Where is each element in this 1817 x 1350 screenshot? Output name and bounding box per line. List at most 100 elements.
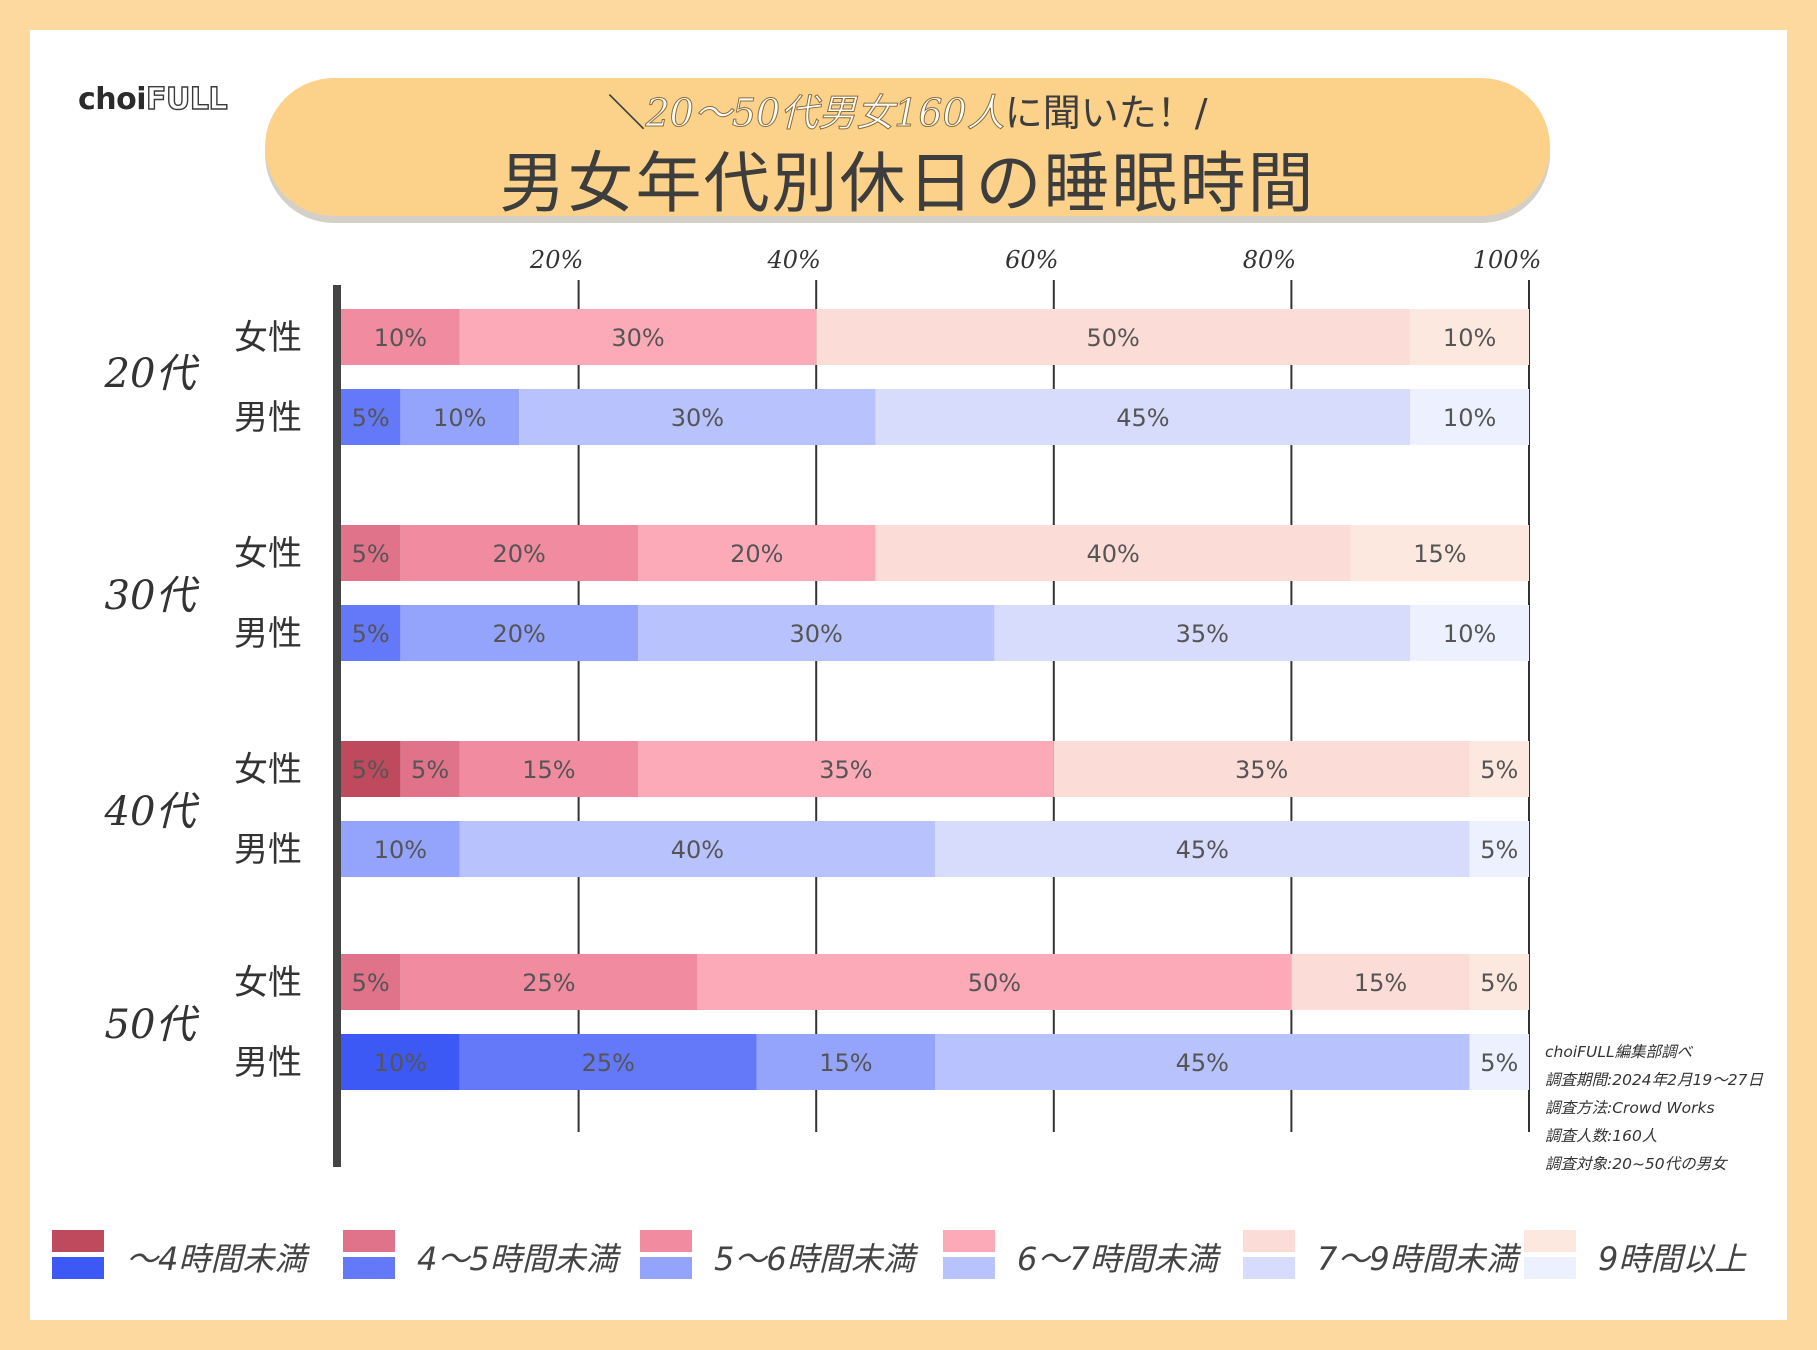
- age-group-label: 20代: [104, 351, 200, 397]
- legend-swatch-male: [343, 1257, 395, 1279]
- age-group-label: 40代: [104, 789, 200, 835]
- bar-value-label: 15%: [819, 1049, 872, 1077]
- bar-segment: [341, 741, 401, 797]
- bar-segment: [400, 954, 698, 1010]
- bar-value-label: 30%: [671, 404, 724, 432]
- survey-period: 調査期間:2024年2月19〜27日: [1545, 1071, 1763, 1089]
- bar-segment: [1469, 821, 1529, 877]
- bar-value-label: 30%: [790, 620, 843, 648]
- gender-label: 男性: [234, 1043, 302, 1083]
- bar-value-label: 5%: [1480, 969, 1518, 997]
- bar-segment: [816, 309, 1411, 365]
- bar-value-label: 5%: [352, 969, 390, 997]
- bar-segment: [935, 821, 1470, 877]
- bar-value-label: 10%: [374, 1049, 427, 1077]
- bar-value-label: 25%: [522, 969, 575, 997]
- bar-value-label: 35%: [1176, 620, 1229, 648]
- brand-logo: choiFULL: [78, 81, 228, 117]
- bar-segment: [697, 954, 1292, 1010]
- bar-segment: [1410, 605, 1529, 661]
- survey-method: 調査方法:Crowd Works: [1545, 1099, 1715, 1117]
- bar-value-label: 35%: [1235, 756, 1288, 784]
- bar-segment: [1410, 389, 1529, 445]
- bar-value-label: 5%: [1480, 756, 1518, 784]
- legend-swatch: [343, 1230, 395, 1280]
- subtitle-highlight: 20〜50代男女160人: [645, 91, 1005, 136]
- gender-label: 女性: [234, 750, 302, 790]
- bar-value-label: 35%: [819, 756, 872, 784]
- x-tick-label: 20%: [529, 246, 583, 274]
- age-group-label: 30代: [105, 573, 200, 619]
- bar-segment: [400, 525, 638, 581]
- bar-segment: [400, 605, 638, 661]
- survey-target: 調査対象:20~50代の男女: [1545, 1155, 1727, 1173]
- legend-swatch-male: [640, 1257, 692, 1279]
- bar-value-label: 5%: [411, 756, 449, 784]
- bar-segment: [341, 309, 460, 365]
- gender-label: 男性: [234, 614, 302, 654]
- bar-segment: [994, 605, 1411, 661]
- legend-label: 6〜7時間未満: [1017, 1240, 1218, 1278]
- bar-segment: [400, 389, 520, 445]
- bar-value-label: 5%: [1480, 1049, 1518, 1077]
- logo-main: choi: [78, 82, 147, 117]
- bar-value-label: 45%: [1176, 836, 1229, 864]
- bar-segment: [1410, 309, 1529, 365]
- bar-segment: [1469, 741, 1529, 797]
- legend-swatch: [640, 1230, 692, 1280]
- legend-swatch-male: [943, 1257, 995, 1279]
- bar-value-label: 10%: [1443, 620, 1496, 648]
- bar-segment: [400, 741, 460, 797]
- bar-segment: [341, 525, 401, 581]
- bar-segment: [341, 821, 460, 877]
- bar-segment: [341, 389, 401, 445]
- bar-segment: [935, 1034, 1470, 1090]
- bar-value-label: 10%: [374, 324, 427, 352]
- survey-source: choiFULL編集部調べ: [1545, 1043, 1693, 1061]
- page-title: 男女年代別休日の睡眠時間: [499, 145, 1316, 222]
- legend-swatch-male: [52, 1257, 104, 1279]
- bar-value-label: 20%: [730, 540, 783, 568]
- bar-segment: [1469, 1034, 1529, 1090]
- bar-value-label: 20%: [493, 540, 546, 568]
- legend-swatch-female: [343, 1230, 395, 1252]
- legend-swatch: [1243, 1230, 1295, 1280]
- bar-segment: [1291, 954, 1470, 1010]
- bar-segment: [638, 741, 1054, 797]
- bar-value-label: 5%: [352, 404, 390, 432]
- legend-swatch-female: [1243, 1230, 1295, 1252]
- bar-segment: [1469, 954, 1529, 1010]
- x-tick-label: 80%: [1243, 246, 1296, 274]
- gender-label: 女性: [234, 534, 302, 574]
- bar-segment: [1053, 741, 1470, 797]
- legend-label: 9時間以上: [1598, 1240, 1747, 1278]
- x-tick-label: 40%: [767, 246, 821, 274]
- subtitle: ＼20〜50代男女160人に聞いた！/: [265, 82, 1550, 137]
- bar-segment: [638, 605, 995, 661]
- bar-value-label: 20%: [493, 620, 546, 648]
- bar-segment: [459, 1034, 757, 1090]
- legend-swatch-female: [52, 1230, 104, 1252]
- bar-value-label: 15%: [1413, 540, 1466, 568]
- subtitle-prefix: ＼: [607, 91, 646, 135]
- bar-value-label: 10%: [1443, 324, 1496, 352]
- subtitle-suffix: に聞いた！/: [1004, 91, 1208, 135]
- legend-label: 〜4時間未満: [126, 1240, 307, 1278]
- bar-segment: [756, 1034, 935, 1090]
- legend-label: 7〜9時間未満: [1317, 1240, 1518, 1278]
- bar-value-label: 5%: [1480, 836, 1518, 864]
- legend-swatch: [1524, 1230, 1576, 1280]
- title-banner: ＼20〜50代男女160人に聞いた！/ 男女年代別休日の睡眠時間: [265, 78, 1550, 222]
- x-tick-label: 60%: [1005, 246, 1058, 274]
- bar-segment: [459, 309, 817, 365]
- gender-label: 男性: [234, 830, 302, 870]
- bar-value-label: 50%: [968, 969, 1021, 997]
- bar-value-label: 40%: [1087, 540, 1140, 568]
- logo-accent: FULL: [145, 81, 228, 117]
- bar-value-label: 40%: [671, 836, 724, 864]
- legend-swatch: [943, 1230, 995, 1280]
- bar-segment: [519, 389, 876, 445]
- gender-label: 女性: [234, 963, 302, 1003]
- bar-value-label: 10%: [433, 404, 486, 432]
